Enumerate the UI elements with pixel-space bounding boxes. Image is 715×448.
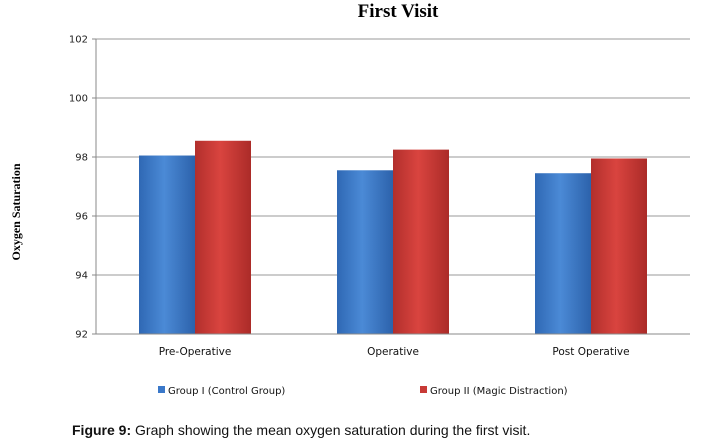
x-category-label: Post Operative <box>552 346 629 358</box>
y-tick-label: 94 <box>75 271 88 282</box>
legend-swatch <box>158 386 165 393</box>
y-tick-label: 100 <box>69 94 88 105</box>
y-tick-label: 98 <box>75 153 88 164</box>
bar-group-ii-operative <box>393 149 449 334</box>
legend-label: Group I (Control Group) <box>168 386 285 397</box>
y-tick-label: 102 <box>69 35 88 46</box>
bar-group-i-operative <box>337 170 393 334</box>
figure-caption-text: Graph showing the mean oxygen saturation… <box>131 422 531 438</box>
bars <box>139 140 647 334</box>
axes: 92 94 96 98 100 102 Pre-Operative Operative Post… <box>69 35 690 358</box>
x-category-label: Operative <box>367 346 419 358</box>
bar-group-ii-post-operative <box>591 158 647 334</box>
bar-group-i-pre-operative <box>139 155 195 334</box>
figure-label: Figure 9: <box>72 422 132 438</box>
figure-caption: Figure 9: Graph showing the mean oxygen … <box>72 422 530 438</box>
y-tick-label: 92 <box>75 330 88 341</box>
x-category-label: Pre-Operative <box>159 346 232 358</box>
y-tick-label: 96 <box>75 212 88 223</box>
bar-group-i-post-operative <box>535 173 591 334</box>
legend-label: Group II (Magic Distraction) <box>430 386 568 397</box>
y-axis-label: Oxygen Saturation <box>9 163 23 260</box>
chart-title: First Visit <box>358 1 439 22</box>
legend: Group I (Control Group) Group II (Magic D… <box>158 386 568 397</box>
bar-group-ii-pre-operative <box>195 140 251 334</box>
legend-swatch <box>420 386 427 393</box>
